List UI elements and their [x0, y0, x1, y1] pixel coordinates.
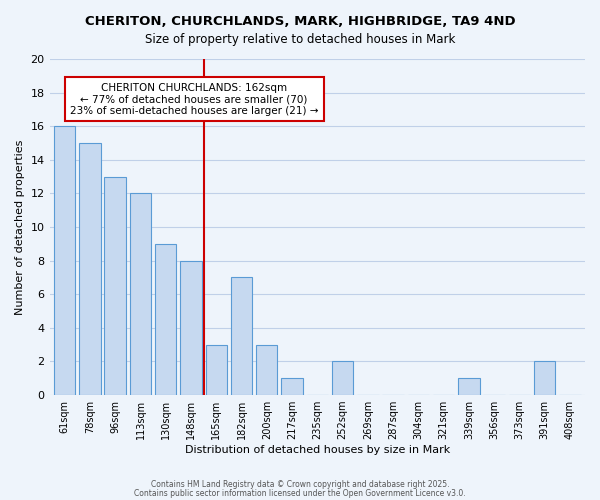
Bar [332, 362, 353, 395]
Text: Size of property relative to detached houses in Mark: Size of property relative to detached ho… [145, 32, 455, 46]
Bar [281, 378, 303, 395]
Bar [206, 344, 227, 395]
Text: CHERITON CHURCHLANDS: 162sqm
← 77% of detached houses are smaller (70)
23% of se: CHERITON CHURCHLANDS: 162sqm ← 77% of de… [70, 82, 319, 116]
Bar [155, 244, 176, 395]
Bar [104, 176, 126, 395]
Bar [54, 126, 76, 395]
Bar [180, 260, 202, 395]
X-axis label: Distribution of detached houses by size in Mark: Distribution of detached houses by size … [185, 445, 450, 455]
Bar [231, 278, 252, 395]
Text: CHERITON, CHURCHLANDS, MARK, HIGHBRIDGE, TA9 4ND: CHERITON, CHURCHLANDS, MARK, HIGHBRIDGE,… [85, 15, 515, 28]
Bar [130, 194, 151, 395]
Y-axis label: Number of detached properties: Number of detached properties [15, 140, 25, 314]
Text: Contains HM Land Registry data © Crown copyright and database right 2025.: Contains HM Land Registry data © Crown c… [151, 480, 449, 489]
Bar [79, 143, 101, 395]
Text: Contains public sector information licensed under the Open Government Licence v3: Contains public sector information licen… [134, 488, 466, 498]
Bar [256, 344, 277, 395]
Bar [534, 362, 556, 395]
Bar [458, 378, 479, 395]
